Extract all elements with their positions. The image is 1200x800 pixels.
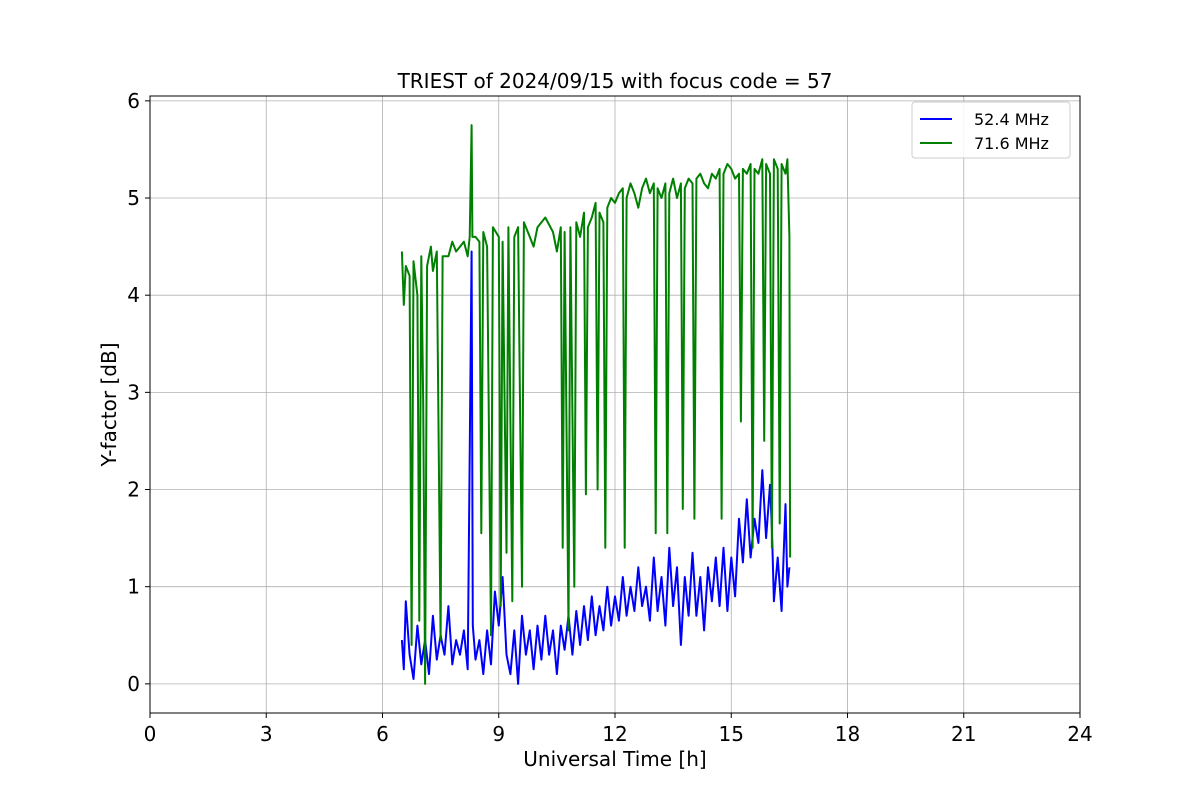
y-axis-label: Y-factor [dB] xyxy=(97,342,121,467)
series-line-1 xyxy=(400,124,792,685)
x-tick-label: 6 xyxy=(376,722,389,746)
legend-label-0: 52.4 MHz xyxy=(974,110,1049,129)
x-tick-label: 24 xyxy=(1067,722,1092,746)
y-tick-label: 2 xyxy=(127,478,140,502)
y-tick-label: 4 xyxy=(127,283,140,307)
series-layer xyxy=(400,124,792,685)
legend: 52.4 MHz 71.6 MHz xyxy=(911,101,1071,159)
legend-label-1: 71.6 MHz xyxy=(974,134,1049,153)
y-tick-label: 5 xyxy=(127,186,140,210)
x-tick-label: 18 xyxy=(835,722,860,746)
y-tick-label: 3 xyxy=(127,380,140,404)
x-tick-label: 0 xyxy=(144,722,157,746)
x-tick-label: 12 xyxy=(602,722,627,746)
x-tick-label: 3 xyxy=(260,722,273,746)
x-axis-label: Universal Time [h] xyxy=(523,747,706,771)
x-tick-label: 15 xyxy=(719,722,744,746)
x-tick-label: 21 xyxy=(951,722,976,746)
x-tick-label: 9 xyxy=(492,722,505,746)
y-tick-label: 1 xyxy=(127,575,140,599)
y-tick-label: 0 xyxy=(127,672,140,696)
y-tick-label: 6 xyxy=(127,89,140,113)
series-line-0 xyxy=(400,250,791,685)
chart-title: TRIEST of 2024/09/15 with focus code = 5… xyxy=(397,69,833,93)
